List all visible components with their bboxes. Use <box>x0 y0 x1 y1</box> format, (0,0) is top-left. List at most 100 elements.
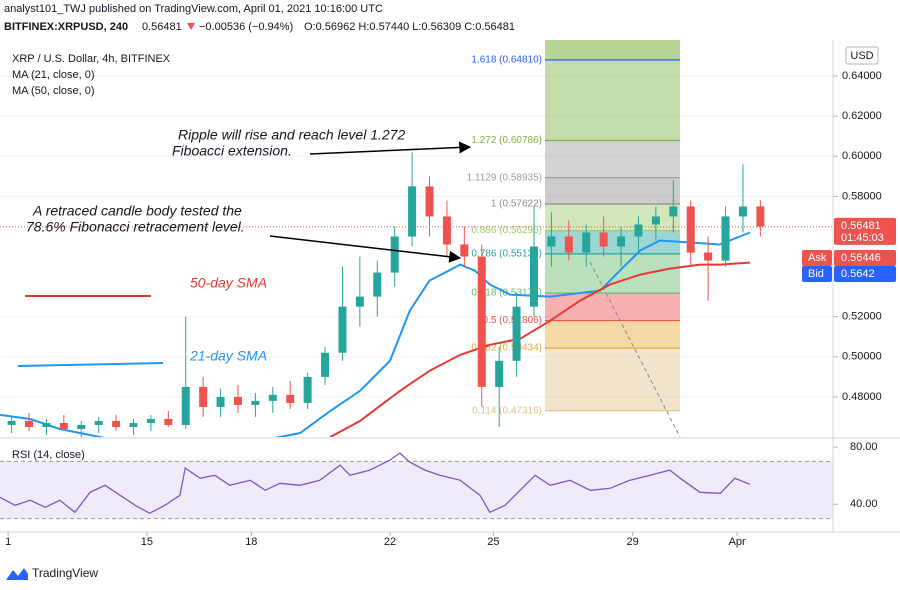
candle-body <box>721 216 730 261</box>
candle-body <box>686 206 695 253</box>
annotation: 78.6% Fibonacci retracement level. <box>26 219 245 235</box>
fib-band <box>545 59 680 141</box>
candle-body <box>146 418 155 423</box>
candle-body <box>634 224 643 237</box>
fib-band <box>545 348 680 411</box>
rsi-title: RSI (14, close) <box>12 449 85 461</box>
candle-body <box>547 236 556 247</box>
price-pane: 1.618 (0.64810) 1.272 (0.60786) 1.1129 (0.… <box>0 40 833 437</box>
candle-body <box>529 246 538 307</box>
fib-label: 1.272 (0.60786) <box>471 135 542 146</box>
candle-body <box>251 400 260 405</box>
candle-body <box>756 206 765 227</box>
fib-label: 1.1129 (0.58935) <box>467 172 542 183</box>
y-tick-label: 0.64000 <box>842 70 882 82</box>
candle-body <box>112 420 121 427</box>
candle-body <box>442 216 451 245</box>
candle-body <box>704 252 713 261</box>
fib-label: 0.5 (0.51806) <box>483 315 543 326</box>
x-tick-label: 22 <box>384 536 396 548</box>
publisher: analyst101_TWJ published on TradingView.… <box>4 3 383 15</box>
annotation: Fiboacci extension. <box>172 143 292 159</box>
candle-body <box>25 420 34 427</box>
candle-body <box>77 424 86 429</box>
candle-body <box>321 352 330 377</box>
candle-body <box>355 296 364 307</box>
candle-body <box>216 396 225 407</box>
candle-body <box>495 360 504 387</box>
symbol: BITFINEX:XRPUSD, 240 <box>4 21 128 33</box>
candle-body <box>669 206 678 217</box>
candle-body <box>59 422 68 429</box>
ask-label-box <box>802 250 832 266</box>
y-tick-label: 0.50000 <box>842 351 882 363</box>
brand-logo <box>6 568 28 580</box>
legend-ma21: MA (21, close, 0) <box>12 69 95 81</box>
y-tick-label: 0.48000 <box>842 391 882 403</box>
candle-body <box>181 386 190 425</box>
arrow <box>309 141 472 155</box>
ask-value: 0.56446 <box>841 252 881 264</box>
fib-band <box>545 320 680 349</box>
candle-body <box>94 420 103 425</box>
down-arrow <box>187 23 195 30</box>
bid-value-box <box>834 266 896 282</box>
last-price: 0.56481 <box>142 21 182 33</box>
rsi-band <box>0 461 833 519</box>
bid-label: Bid <box>808 268 824 280</box>
ma-line <box>0 231 751 437</box>
fib-label: 0.786 (0.55133) <box>471 249 542 260</box>
candle-body <box>199 386 208 407</box>
candle-body <box>425 186 434 217</box>
bid-label-box <box>802 266 832 282</box>
candle-body <box>512 306 521 361</box>
currency: USD <box>850 50 873 62</box>
fib-label: 0.382 (0.50434) <box>471 343 542 354</box>
x-tick-label: 25 <box>487 536 499 548</box>
candle-body <box>373 272 382 297</box>
candle-body <box>233 396 242 405</box>
candle-body <box>651 216 660 225</box>
brand: TradingView <box>32 566 98 580</box>
y-tick-label: 80.00 <box>850 441 878 453</box>
price-tag <box>834 217 896 245</box>
fib-label: 0.114 (0.47316) <box>472 405 542 416</box>
y-tick-label: 40.00 <box>850 498 878 510</box>
candle-body <box>599 232 608 247</box>
annotation: Ripple will rise and reach level 1.272 <box>178 127 405 143</box>
candle-body <box>129 422 138 427</box>
ask-label: Ask <box>808 252 827 264</box>
fib-label: 1 (0.57622) <box>491 199 542 210</box>
y-tick-label: 0.60000 <box>842 150 882 162</box>
axes <box>0 40 900 533</box>
y-tick-label: 0.52000 <box>842 311 882 323</box>
x-tick-label: Apr <box>729 536 746 548</box>
candle-body <box>582 232 591 253</box>
trend-line <box>589 261 681 437</box>
candle-body <box>617 236 626 247</box>
x-tick-label: 15 <box>141 536 153 548</box>
y-tick-label: 0.62000 <box>842 110 882 122</box>
candle-body <box>164 418 173 425</box>
price-tag-value: 0.56481 <box>841 220 881 232</box>
fib-band <box>545 140 680 178</box>
annotation: 21-day SMA <box>189 348 267 364</box>
candle-body <box>390 236 399 273</box>
currency-box <box>845 46 879 65</box>
candle-body <box>738 206 747 217</box>
x-tick-label: 29 <box>627 536 639 548</box>
fib-band <box>545 253 680 294</box>
legend-ma50: MA (50, close, 0) <box>12 85 95 97</box>
candle-body <box>477 256 486 387</box>
candle-body <box>42 422 51 427</box>
chart-title: XRP / U.S. Dollar, 4h, BITFINEX <box>12 53 171 65</box>
fib-label: 1.618 (0.64810) <box>471 54 542 65</box>
annotation: 50-day SMA <box>190 275 267 291</box>
fib-label: 0.886 (0.56296) <box>471 225 542 236</box>
rsi-pane <box>0 452 833 520</box>
countdown: 01:45:03 <box>841 232 884 244</box>
y-tick-label: 0.58000 <box>842 190 882 202</box>
fib-band <box>545 177 680 204</box>
bid-value: 0.5642 <box>841 268 875 280</box>
arrow <box>269 235 462 263</box>
